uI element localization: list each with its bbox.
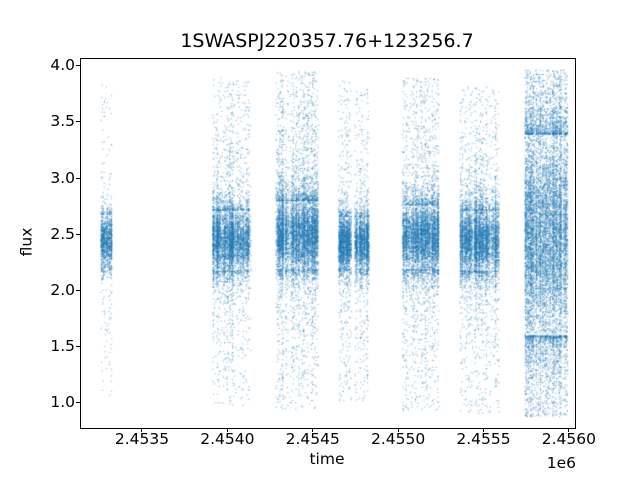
y-tick-label: 3.0 — [50, 168, 75, 187]
x-tick-label: 2.4550 — [370, 430, 426, 448]
y-tick-mark — [76, 345, 80, 347]
plot-area — [80, 58, 576, 429]
x-tick-label: 2.4535 — [114, 430, 170, 448]
y-tick-mark — [76, 233, 80, 235]
y-tick-label: 3.5 — [50, 112, 75, 131]
x-tick-mark — [482, 428, 484, 432]
y-tick-mark — [76, 65, 80, 67]
x-axis-offset-label: 1e6 — [546, 454, 576, 472]
x-tick-mark — [226, 428, 228, 432]
x-axis-label: time — [309, 450, 345, 468]
y-tick-label: 2.5 — [50, 224, 75, 243]
x-tick-mark — [141, 428, 143, 432]
y-tick-label: 4.0 — [50, 56, 75, 75]
y-tick-mark — [76, 401, 80, 403]
x-tick-label: 2.4545 — [285, 430, 340, 448]
y-tick-mark — [76, 177, 80, 179]
y-tick-label: 1.0 — [50, 392, 75, 411]
y-tick-mark — [76, 289, 80, 291]
y-tick-label: 1.5 — [50, 336, 75, 355]
x-tick-label: 2.4560 — [541, 430, 596, 448]
x-tick-mark — [312, 428, 314, 432]
x-tick-label: 2.4555 — [456, 430, 511, 448]
scatter-points-canvas — [81, 59, 575, 428]
x-tick-mark — [568, 428, 570, 432]
chart-title: 1SWASPJ220357.76+123256.7 — [180, 30, 474, 52]
x-tick-label: 2.4540 — [200, 430, 255, 448]
x-tick-mark — [397, 428, 399, 432]
y-tick-mark — [76, 121, 80, 123]
y-tick-label: 2.0 — [50, 280, 75, 299]
